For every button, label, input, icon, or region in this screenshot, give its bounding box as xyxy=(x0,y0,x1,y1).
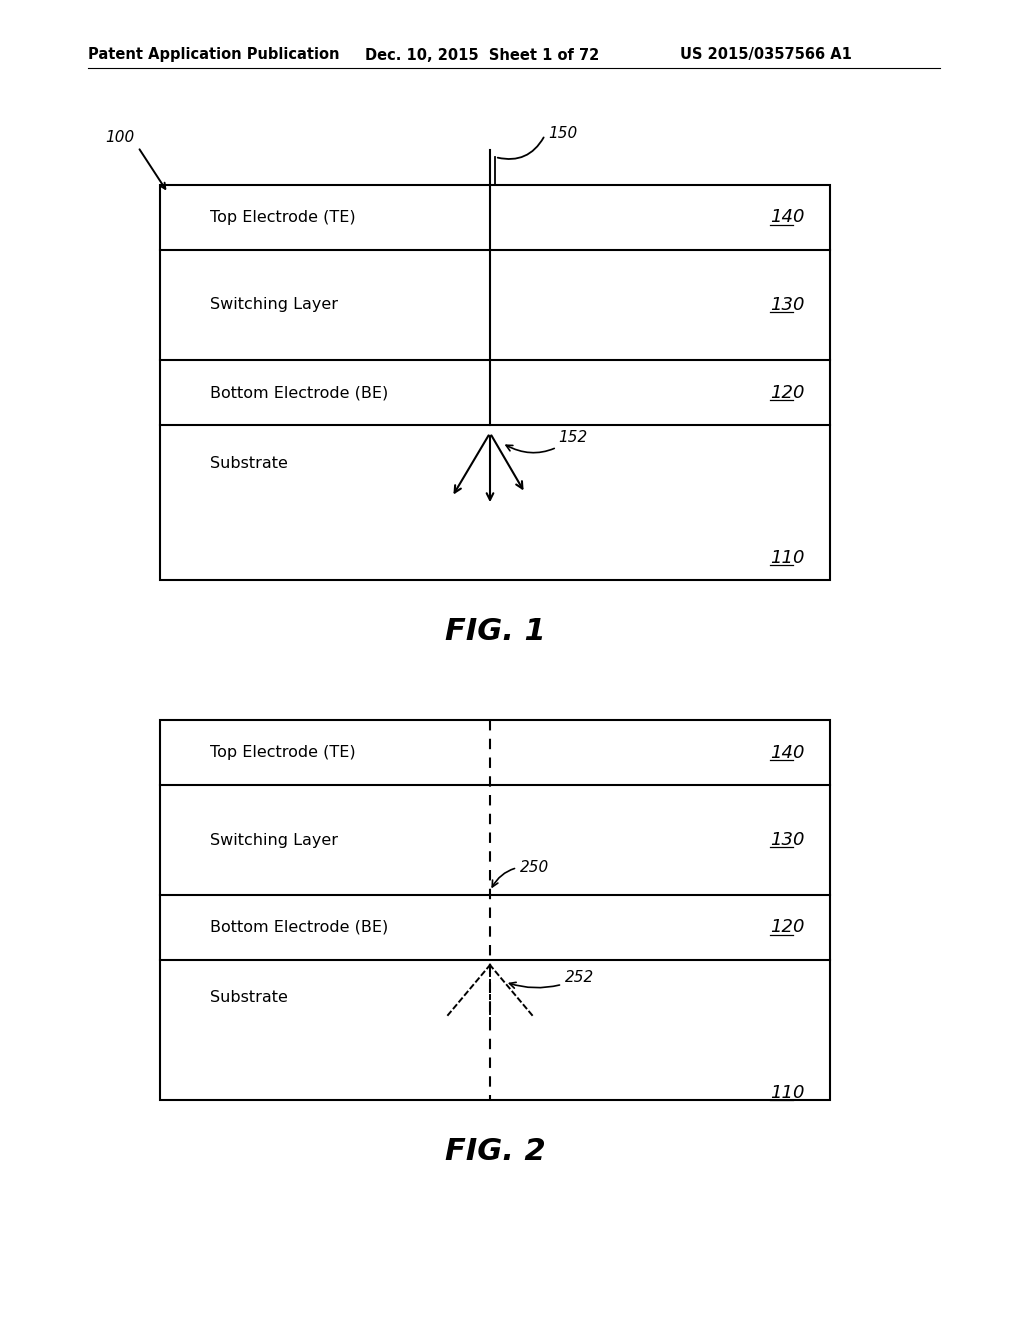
Text: 130: 130 xyxy=(770,832,805,849)
Text: 100: 100 xyxy=(105,129,134,144)
Text: Top Electrode (TE): Top Electrode (TE) xyxy=(210,744,355,760)
Text: 150: 150 xyxy=(548,125,578,140)
Bar xyxy=(160,185,830,579)
Text: 140: 140 xyxy=(770,209,805,227)
Text: 252: 252 xyxy=(509,970,594,989)
Text: 120: 120 xyxy=(770,919,805,936)
Text: Switching Layer: Switching Layer xyxy=(210,297,338,313)
Bar xyxy=(160,719,830,1100)
Text: 130: 130 xyxy=(770,296,805,314)
Text: 110: 110 xyxy=(770,549,805,568)
Text: Switching Layer: Switching Layer xyxy=(210,833,338,847)
Text: 110: 110 xyxy=(770,1084,805,1102)
Text: 140: 140 xyxy=(770,743,805,762)
Text: Patent Application Publication: Patent Application Publication xyxy=(88,48,340,62)
Text: US 2015/0357566 A1: US 2015/0357566 A1 xyxy=(680,48,852,62)
Text: Dec. 10, 2015  Sheet 1 of 72: Dec. 10, 2015 Sheet 1 of 72 xyxy=(365,48,599,62)
Text: Top Electrode (TE): Top Electrode (TE) xyxy=(210,210,355,224)
Text: Bottom Electrode (BE): Bottom Electrode (BE) xyxy=(210,920,388,935)
Text: Substrate: Substrate xyxy=(210,990,288,1006)
Text: Bottom Electrode (BE): Bottom Electrode (BE) xyxy=(210,385,388,400)
Text: Substrate: Substrate xyxy=(210,455,288,470)
Text: 120: 120 xyxy=(770,384,805,401)
Text: 152: 152 xyxy=(506,429,587,453)
Text: FIG. 1: FIG. 1 xyxy=(444,618,546,647)
Text: FIG. 2: FIG. 2 xyxy=(444,1138,546,1167)
Text: 250: 250 xyxy=(493,859,549,887)
